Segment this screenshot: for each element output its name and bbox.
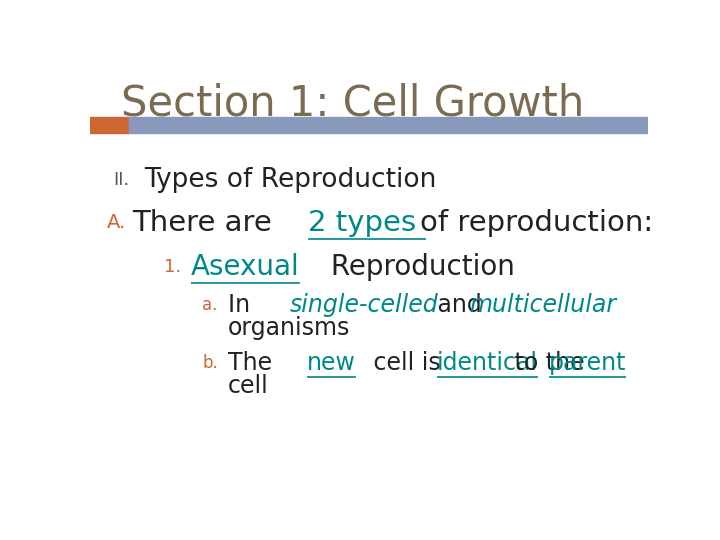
Text: 1.: 1. [163,258,181,275]
Bar [129,117,648,132]
Text: identical: identical [437,351,538,375]
Text: II.: II. [113,171,130,190]
Text: Types of Reproduction: Types of Reproduction [144,167,436,193]
Text: cell is: cell is [366,351,448,375]
Text: organisms: organisms [228,316,351,340]
Text: cell: cell [228,374,269,398]
Text: single-celled: single-celled [289,293,438,317]
Bar [90,117,129,132]
Text: b.: b. [202,354,218,372]
Text: of reproduction:: of reproduction: [420,208,653,237]
Text: A.: A. [107,213,126,232]
Text: parent: parent [549,351,626,375]
Text: 2 types: 2 types [308,208,426,237]
Text: Asexual: Asexual [191,253,300,281]
Text: Section 1: Cell Growth: Section 1: Cell Growth [121,82,584,124]
Text: a.: a. [202,296,217,314]
Text: multicellular: multicellular [469,293,616,317]
Text: In: In [228,293,258,317]
Text: to the: to the [507,351,592,375]
Text: The: The [228,351,279,375]
Text: new: new [307,351,356,375]
Text: There are: There are [132,208,282,237]
Text: and: and [430,293,489,317]
Text: Reproduction: Reproduction [322,253,515,281]
